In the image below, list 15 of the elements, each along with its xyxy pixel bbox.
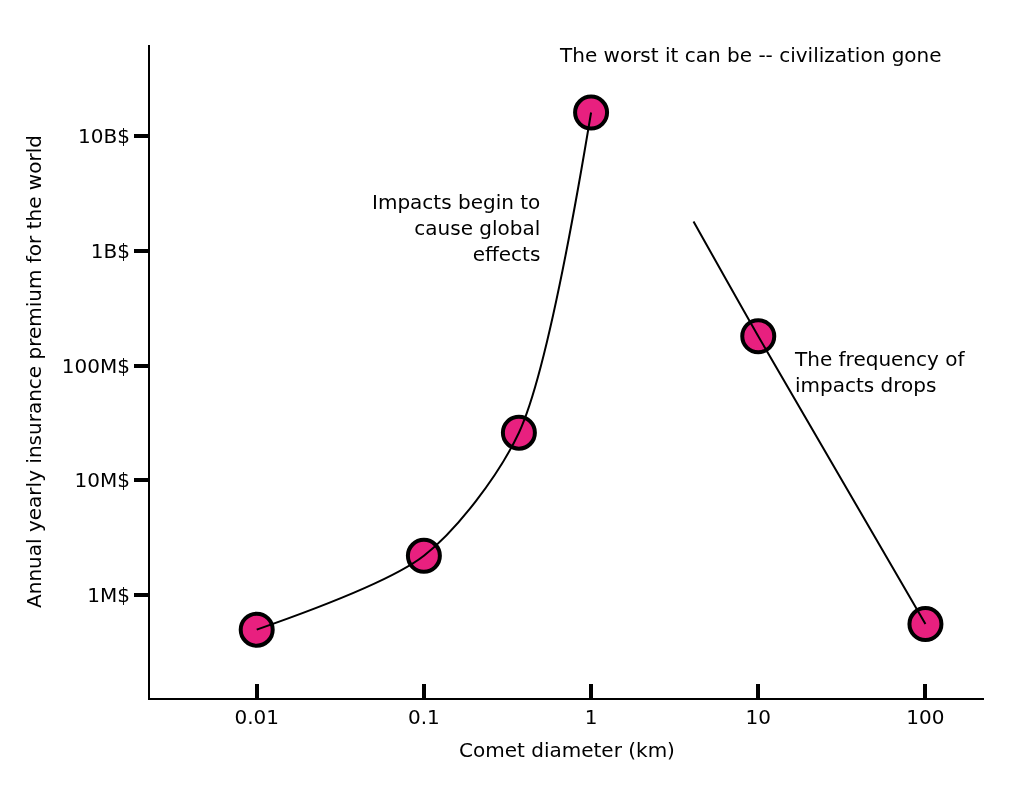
y-tick-label: 1B$: [90, 238, 130, 263]
x-tick-label: 10: [745, 705, 771, 729]
x-tick-label: 0.01: [234, 705, 279, 729]
annotation: Impacts begin to cause global effects: [372, 190, 541, 266]
y-tick-label: 10B$: [78, 123, 130, 148]
x-tick-label: 0.1: [407, 705, 440, 729]
annotation: The worst it can be -- civilization gone: [559, 43, 942, 67]
y-tick-label: 1M$: [87, 583, 130, 608]
x-tick-label: 100: [906, 705, 945, 729]
y-tick-label: 10M$: [74, 468, 130, 493]
x-tick-label: 1: [584, 705, 598, 729]
annotation: The frequency of impacts drops: [794, 347, 966, 397]
y-axis-title: Annual yearly insurance premium for the world: [21, 135, 46, 608]
x-axis-title: Comet diameter (km): [459, 738, 675, 762]
y-tick-label: 100M$: [61, 353, 130, 378]
